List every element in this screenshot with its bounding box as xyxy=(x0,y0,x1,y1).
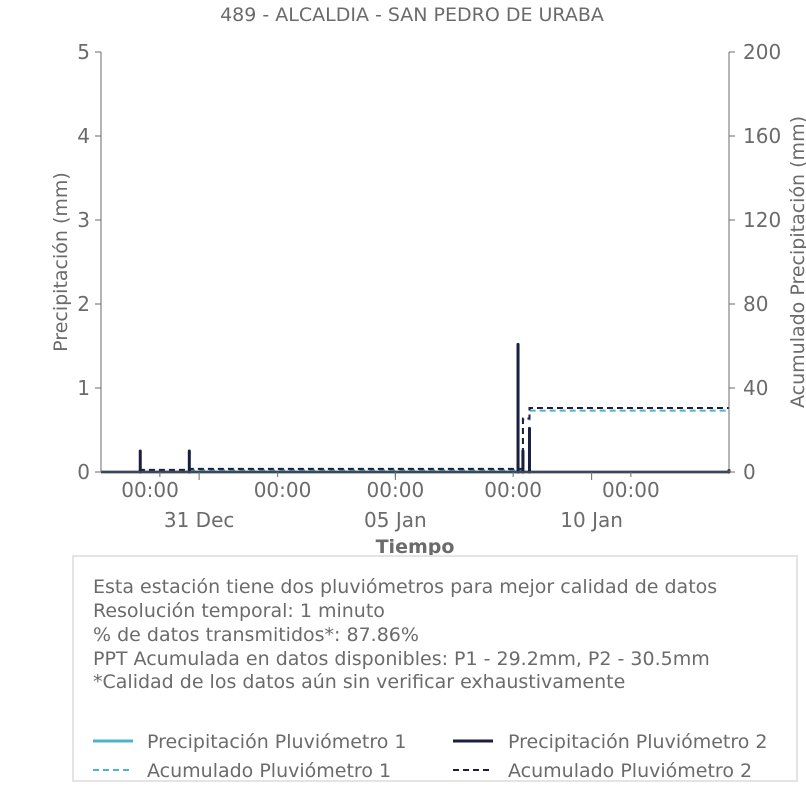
info-line-3: % de datos transmitidos*: 87.86% xyxy=(93,624,419,646)
x-tick-minor-label: 00:00 xyxy=(254,478,312,502)
y-tick-left-label: 1 xyxy=(77,376,90,400)
x-tick-major-label: 05 Jan xyxy=(364,508,427,532)
y-tick-right-label: 160 xyxy=(743,124,781,148)
y-tick-right-label: 120 xyxy=(743,208,781,232)
legend-label-p2: Precipitación Pluviómetro 2 xyxy=(508,731,768,753)
y-tick-left-label: 0 xyxy=(77,460,90,484)
info-box xyxy=(72,555,798,782)
info-line-5: *Calidad de los datos aún sin verificar … xyxy=(93,671,625,693)
legend-label-acc1: Acumulado Pluviómetro 1 xyxy=(147,760,391,782)
x-tick-major-label: 31 Dec xyxy=(164,508,235,532)
series-line-acumulado-p2 xyxy=(101,406,729,473)
info-line-4: PPT Acumulada en datos disponibles: P1 -… xyxy=(93,648,710,670)
x-tick-major-label: 10 Jan xyxy=(560,508,623,532)
y-tick-right-label: 80 xyxy=(743,292,768,316)
x-tick-minor-label: 00:00 xyxy=(602,478,660,502)
y-ticks-right: 0 40 80 120 160 200 xyxy=(729,40,781,484)
plot-area xyxy=(101,342,731,474)
y-tick-left-label: 4 xyxy=(77,124,90,148)
x-tick-minor-label: 00:00 xyxy=(484,478,542,502)
y-tick-left-label: 3 xyxy=(77,208,90,232)
legend-label-p1: Precipitación Pluviómetro 1 xyxy=(147,731,407,753)
y-ticks-left: 0 1 2 3 4 5 xyxy=(77,40,101,484)
x-tick-minor-label: 00:00 xyxy=(121,478,179,502)
y-tick-right-label: 200 xyxy=(743,40,781,64)
x-axis-label: Tiempo xyxy=(376,536,455,558)
y-tick-right-label: 0 xyxy=(743,460,756,484)
y-axis-label-left: Precipitación (mm) xyxy=(50,172,72,352)
y-tick-left-label: 2 xyxy=(77,292,90,316)
legend: Precipitación Pluviómetro 1 Precipitació… xyxy=(93,731,768,782)
y-tick-left-label: 5 xyxy=(77,40,90,64)
x-tick-minor-label: 00:00 xyxy=(367,478,425,502)
info-line-1: Esta estación tiene dos pluviómetros par… xyxy=(93,576,717,598)
y-axis-label-right: Acumulado Precipitación (mm) xyxy=(787,116,806,408)
legend-label-acc2: Acumulado Pluviómetro 2 xyxy=(508,760,752,782)
y-tick-right-label: 40 xyxy=(743,376,768,400)
chart-title: 489 - ALCALDIA - SAN PEDRO DE URABA xyxy=(220,4,604,26)
x-ticks: 00:00 00:00 00:00 00:00 00:00 31 Dec 05 Jan 10 … xyxy=(121,472,660,532)
series-line-acumulado-p1 xyxy=(101,409,729,473)
info-line-2: Resolución temporal: 1 minuto xyxy=(93,600,385,622)
